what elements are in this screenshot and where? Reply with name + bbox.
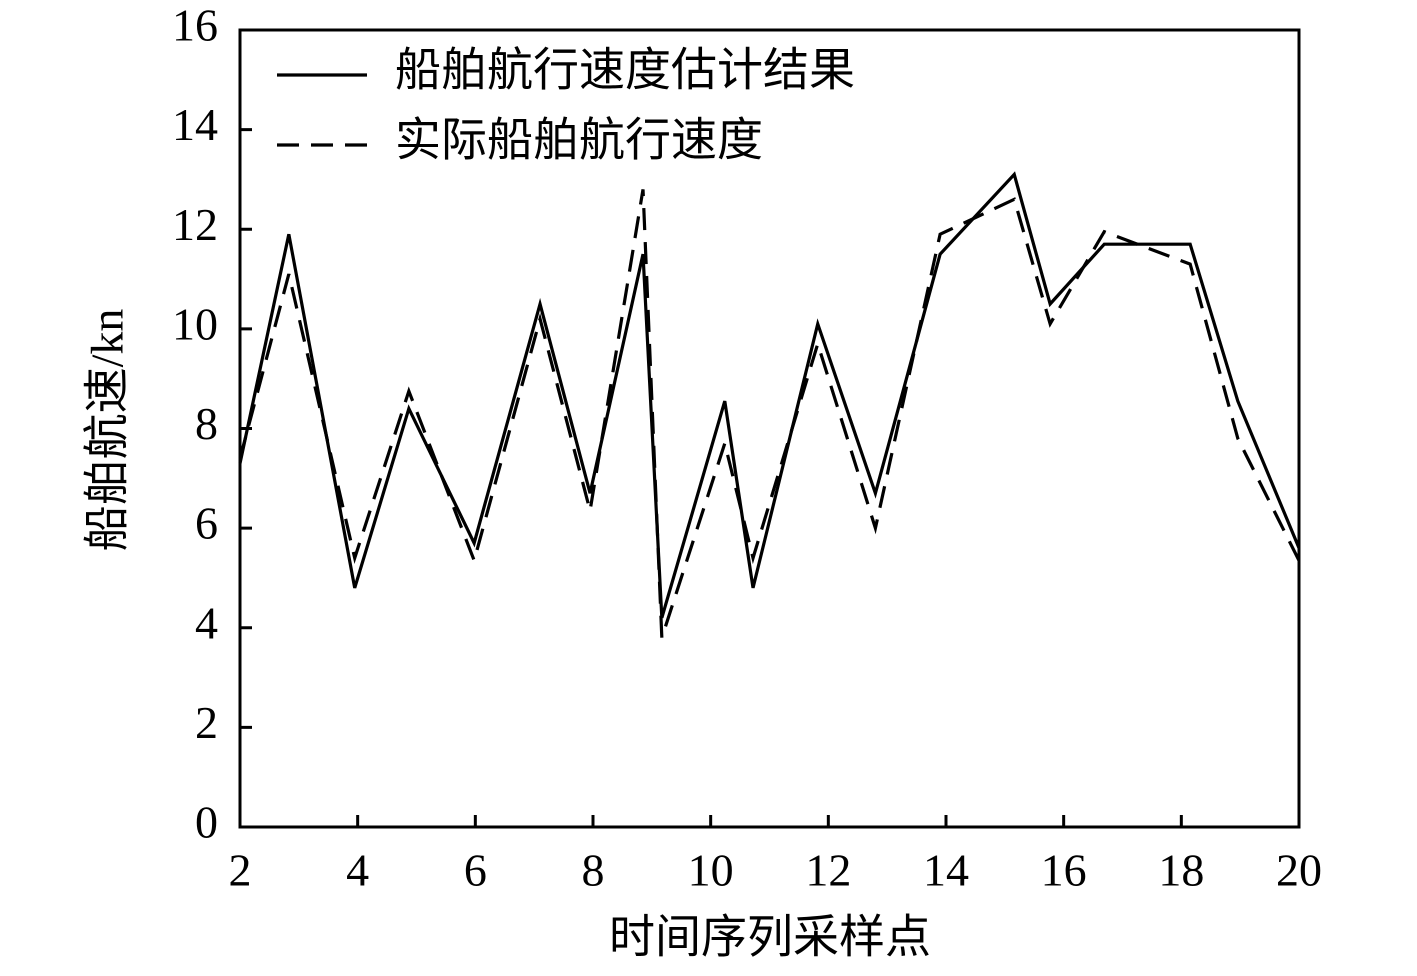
legend-label: 船舶航行速度估计结果 <box>395 45 855 96</box>
y-tick-label: 0 <box>195 797 218 848</box>
x-tick-label: 4 <box>346 845 369 896</box>
legend-label: 实际船舶航行速度 <box>395 115 763 166</box>
y-tick-label: 6 <box>195 498 218 549</box>
x-tick-label: 2 <box>229 845 252 896</box>
y-tick-label: 8 <box>195 398 218 449</box>
x-tick-label: 6 <box>464 845 487 896</box>
x-tick-label: 10 <box>688 845 734 896</box>
y-tick-label: 2 <box>195 697 218 748</box>
y-axis-label: 船舶航速/kn <box>82 309 133 552</box>
y-tick-label: 10 <box>172 298 218 349</box>
y-tick-label: 14 <box>172 99 218 150</box>
x-axis-label: 时间序列采样点 <box>609 912 931 963</box>
x-tick-label: 12 <box>805 845 851 896</box>
x-tick-label: 8 <box>582 845 605 896</box>
x-tick-label: 16 <box>1041 845 1087 896</box>
x-tick-label: 14 <box>923 845 969 896</box>
data-line <box>238 171 1301 619</box>
x-tick-label: 18 <box>1158 845 1204 896</box>
x-tick-label: 20 <box>1276 845 1322 896</box>
y-tick-label: 16 <box>172 0 218 51</box>
y-tick-label: 12 <box>172 199 218 250</box>
y-tick-label: 4 <box>195 597 218 648</box>
data-line <box>238 189 1301 639</box>
